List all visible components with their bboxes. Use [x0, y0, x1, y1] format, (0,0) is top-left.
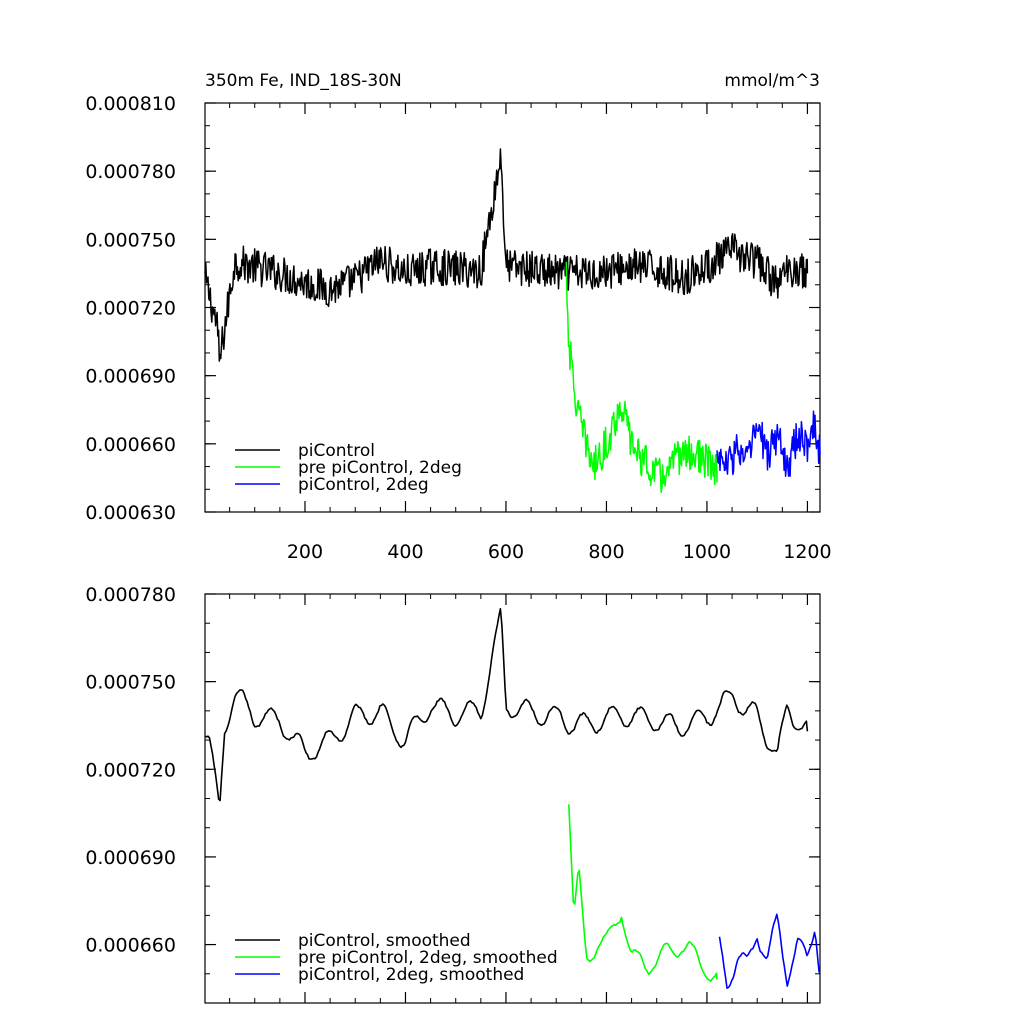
x-tick-label: 600	[488, 541, 524, 563]
y-tick-label: 0.000720	[85, 759, 176, 781]
legend-label: pre piControl, 2deg, smoothed	[298, 948, 558, 968]
y-tick-label: 0.000630	[85, 502, 176, 524]
legend-label: piControl, 2deg	[298, 475, 429, 495]
axis-ticks: 0.000660 0.000690 0.000720 0.000750 0.000780	[85, 584, 820, 1004]
series-layer	[204, 148, 821, 494]
series-line-2	[565, 261, 718, 494]
y-tick-label: 0.000660	[85, 935, 176, 957]
x-tick-label: 1200	[783, 541, 831, 563]
chart-title: 350m Fe, IND_18S-30N	[205, 71, 402, 91]
y-tick-label: 0.000690	[85, 366, 176, 388]
y-tick-label: 0.000780	[85, 161, 176, 183]
y-tick-label: 0.000720	[85, 298, 176, 320]
y-tick-label: 0.000750	[85, 672, 176, 694]
x-tick-label: 1000	[683, 541, 731, 563]
y-tick-label: 0.000750	[85, 229, 176, 251]
units-label: mmol/m^3	[724, 71, 820, 91]
legend-label: piControl, smoothed	[298, 931, 471, 951]
series-line-3	[718, 913, 821, 990]
axis-ticks: 0.000630 0.000660 0.000690 0.000720 0.000750…	[85, 93, 831, 563]
y-tick-label: 0.000810	[85, 93, 176, 115]
y-tick-label: 0.000660	[85, 434, 176, 456]
legend-label: piControl, 2deg, smoothed	[298, 965, 524, 985]
x-tick-label: 400	[387, 541, 423, 563]
legend-label: pre piControl, 2deg	[298, 458, 462, 478]
legend-label: piControl	[298, 441, 375, 461]
top-panel: 350m Fe, IND_18S-30N mmol/m^3 0.0006300.…	[85, 71, 831, 563]
x-tick-label: 800	[588, 541, 624, 563]
y-tick-label: 0.000780	[85, 584, 176, 606]
x-tick-label: 200	[287, 541, 323, 563]
series-line-1	[204, 607, 809, 802]
bottom-panel: 0.000660 0.000690 0.000720 0.000750 0.000780…	[85, 584, 821, 1004]
series-line-1	[204, 148, 809, 362]
series-line-3	[716, 410, 821, 477]
y-tick-label: 0.000690	[85, 847, 176, 869]
series-line-2	[568, 804, 718, 983]
series-layer	[204, 607, 821, 990]
